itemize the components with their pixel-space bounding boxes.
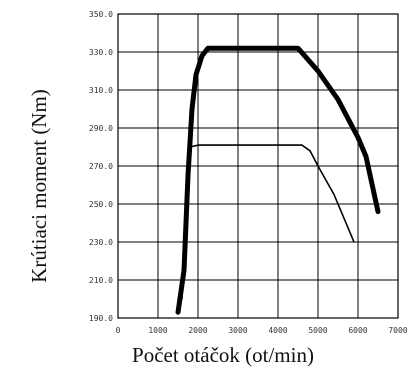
y-tick-label: 230.0 — [89, 238, 113, 247]
series-line-thin — [181, 144, 355, 300]
x-tick-label: 3000 — [228, 326, 247, 335]
y-tick-label: 290.0 — [89, 124, 113, 133]
y-tick-label: 250.0 — [89, 200, 113, 209]
x-axis-ticks: 0 1000 2000 3000 4000 5000 6000 7000 — [116, 326, 408, 335]
x-tick-label: 2000 — [188, 326, 207, 335]
y-axis-title: Krútiaci moment (Nm) — [27, 89, 51, 283]
grid — [118, 14, 398, 318]
y-tick-label: 310.0 — [89, 86, 113, 95]
series-layer — [175, 45, 381, 315]
y-tick-label: 190.0 — [89, 314, 113, 323]
y-tick-label: 330.0 — [89, 48, 113, 57]
x-tick-label: 5000 — [308, 326, 327, 335]
y-axis-ticks: 190.0 210.0 230.0 250.0 270.0 290.0 310.0 330.0… — [89, 10, 113, 323]
y-tick-label: 270.0 — [89, 162, 113, 171]
x-axis-title: Počet otáčok (ot/min) — [132, 343, 314, 367]
x-tick-label: 0 — [116, 326, 121, 335]
x-tick-label: 1000 — [148, 326, 167, 335]
y-tick-label: 210.0 — [89, 276, 113, 285]
x-tick-label: 6000 — [348, 326, 367, 335]
plot-frame — [117, 13, 399, 319]
x-tick-label: 4000 — [268, 326, 287, 335]
y-tick-label: 350.0 — [89, 10, 113, 19]
x-tick-label: 7000 — [388, 326, 407, 335]
